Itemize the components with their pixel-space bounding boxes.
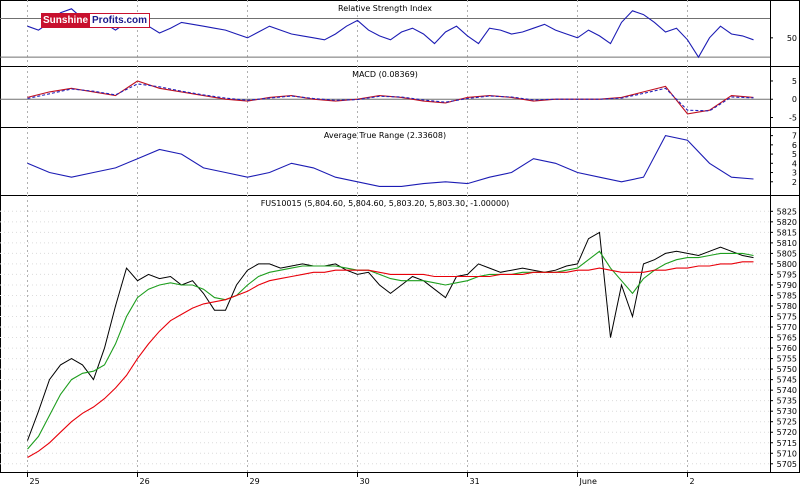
ytick-label-3-22: 5715: [777, 439, 797, 448]
ytick-label-3-3: 5810: [777, 239, 797, 248]
ytick-label-3-19: 5730: [777, 407, 797, 416]
panel-title-3: FUS10015 (5,804.60, 5,804.60, 5,803.20, …: [261, 199, 510, 208]
ytick-label-3-15: 5750: [777, 365, 797, 374]
ytick-label-3-9: 5780: [777, 302, 797, 311]
ytick-label-3-12: 5765: [777, 334, 797, 343]
ytick-label-1-0: 5: [792, 77, 797, 86]
ytick-label-2-1: 6: [792, 141, 797, 150]
panel-title-0: Relative Strength Index: [338, 4, 432, 13]
ytick-label-2-4: 3: [792, 169, 797, 178]
xtick-label-1: 26: [140, 477, 150, 486]
xtick-label-2: 29: [250, 477, 260, 486]
ytick-label-3-1: 5820: [777, 218, 797, 227]
ytick-label-3-20: 5725: [777, 418, 797, 427]
ytick-label-3-0: 5825: [777, 207, 797, 216]
panel-title-1: MACD (0.08369): [352, 70, 418, 79]
ytick-label-2-5: 2: [792, 178, 797, 187]
series-line-3-1: [27, 250, 754, 450]
ytick-label-0-0: 50: [787, 34, 797, 43]
xtick-label-0: 25: [30, 477, 40, 486]
ytick-label-3-23: 5710: [777, 449, 797, 458]
ytick-label-3-8: 5785: [777, 291, 797, 300]
ytick-label-3-11: 5770: [777, 323, 797, 332]
series-line-3-0: [27, 231, 754, 441]
xtick-label-4: 31: [470, 477, 480, 486]
ytick-label-1-1: 0: [792, 95, 797, 104]
ytick-label-3-2: 5815: [777, 228, 797, 237]
ytick-label-2-0: 7: [792, 132, 797, 141]
logo-text-part2: Profits.com: [90, 13, 151, 28]
xtick-label-3: 30: [360, 477, 370, 486]
ytick-label-3-5: 5800: [777, 260, 797, 269]
xtick-label-5: June: [579, 477, 598, 486]
xtick-label-6: 2: [690, 477, 695, 486]
ytick-label-3-18: 5735: [777, 397, 797, 406]
ytick-label-3-13: 5760: [777, 344, 797, 353]
ytick-label-3-6: 5795: [777, 270, 797, 279]
series-line-1-0: [27, 80, 754, 115]
ytick-label-3-7: 5790: [777, 281, 797, 290]
sunshine-profits-logo: Sunshine Profits.com: [41, 13, 151, 28]
series-line-2-0: [27, 134, 754, 187]
ytick-label-3-17: 5740: [777, 386, 797, 395]
ytick-label-3-4: 5805: [777, 249, 797, 258]
panel-title-2: Average True Range (2.33608): [324, 131, 446, 140]
ytick-label-3-16: 5745: [777, 376, 797, 385]
ytick-label-3-14: 5755: [777, 355, 797, 364]
ytick-label-3-21: 5720: [777, 428, 797, 437]
ytick-label-2-2: 5: [792, 150, 797, 159]
series-line-3-2: [27, 261, 754, 458]
series-line-1-1: [27, 83, 754, 112]
ytick-label-3-24: 5705: [777, 460, 797, 469]
ytick-label-2-3: 4: [792, 159, 797, 168]
ytick-label-3-10: 5775: [777, 313, 797, 322]
logo-text-part1: Sunshine: [41, 13, 91, 28]
ytick-label-1-2: -5: [789, 114, 797, 123]
